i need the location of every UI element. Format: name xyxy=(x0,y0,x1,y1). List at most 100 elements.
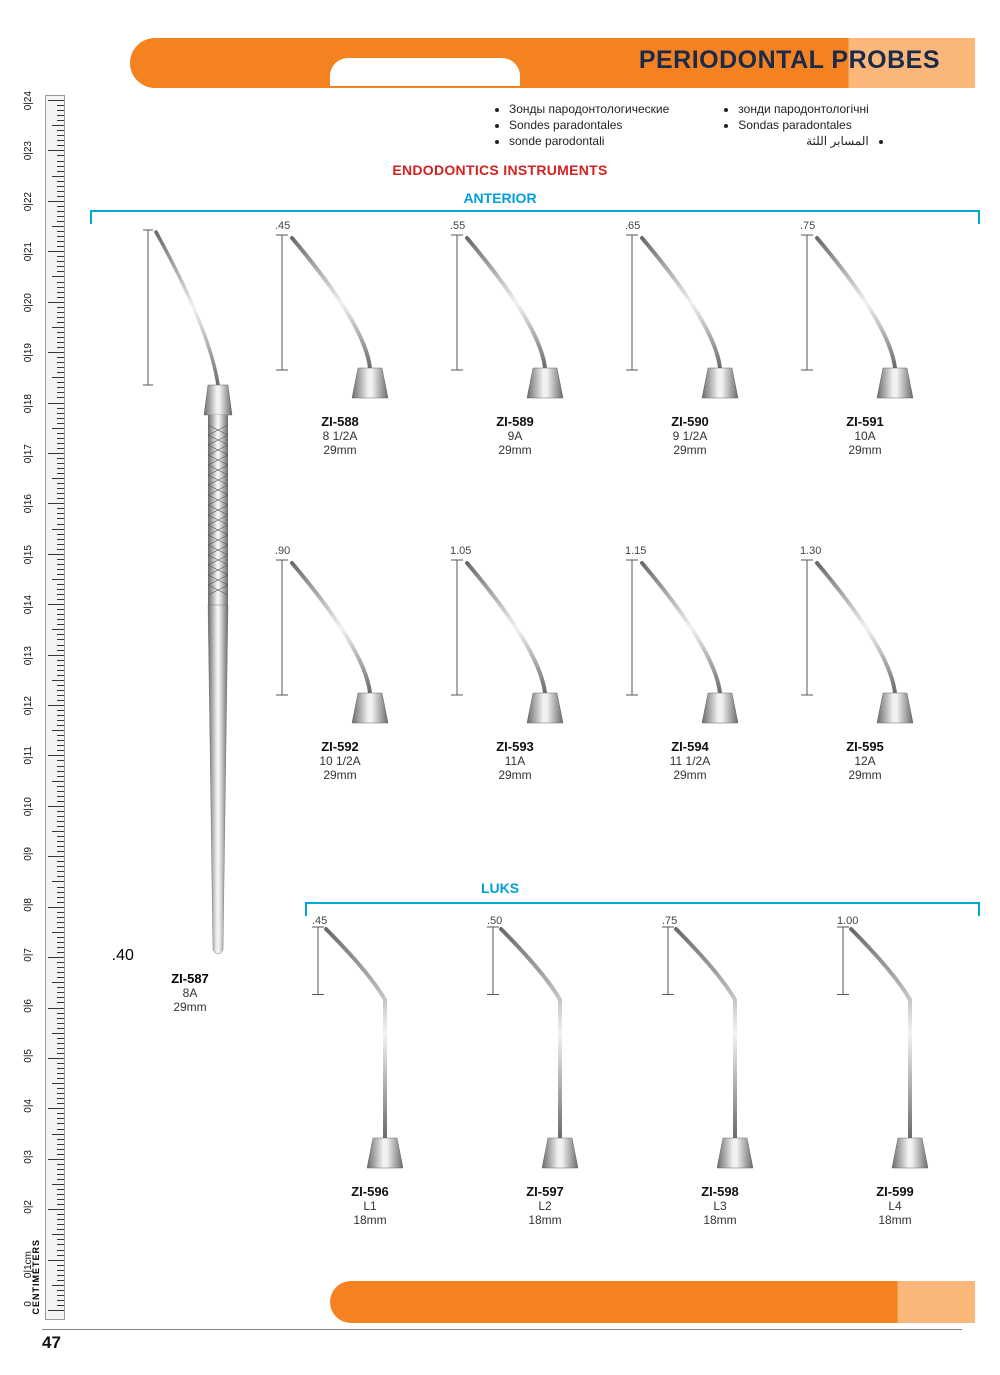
ruler-number: 0|7 xyxy=(23,948,34,962)
ruler-number: 0|16 xyxy=(23,494,34,513)
translation-item: sonde parodontali xyxy=(509,134,669,148)
product-length: 18mm xyxy=(465,1213,625,1227)
ruler-number: 0|20 xyxy=(23,293,34,312)
product-size: 9 1/2A xyxy=(610,429,770,443)
product-code: ZI-596 xyxy=(290,1184,450,1199)
product-size: 8A xyxy=(110,986,270,1000)
ruler-number: 0|8 xyxy=(23,898,34,912)
product-size: 9A xyxy=(435,429,595,443)
ruler-number: 0|4 xyxy=(23,1099,34,1113)
translation-item: المسابر اللثة xyxy=(738,134,868,148)
product-length: 29mm xyxy=(785,768,945,782)
product-length: 29mm xyxy=(435,443,595,457)
product-code: ZI-587 xyxy=(110,971,270,986)
product-code: ZI-595 xyxy=(785,739,945,754)
header-tab-cutout xyxy=(330,58,520,86)
ruler-caption: CENTIMETERS xyxy=(31,1239,41,1315)
tip-size: 1.15 xyxy=(625,545,646,557)
product-item: 1.05 ZI-59311A29mm xyxy=(435,545,595,782)
product-length: 29mm xyxy=(785,443,945,457)
product-code: ZI-592 xyxy=(260,739,420,754)
product-item: .55 ZI-5899A29mm xyxy=(435,220,595,457)
page-number: 47 xyxy=(42,1329,962,1353)
ruler-number: 0|17 xyxy=(23,444,34,463)
product-code: ZI-594 xyxy=(610,739,770,754)
ruler-number: 0|23 xyxy=(23,141,34,160)
translations-col-2: зонди пародонтологічні Sondas paradontal… xyxy=(724,102,868,148)
tip-size: .40 xyxy=(112,947,134,964)
product-size: L2 xyxy=(465,1199,625,1213)
product-length: 29mm xyxy=(610,768,770,782)
product-length: 29mm xyxy=(435,768,595,782)
product-item: .45 ZI-5888 1/2A29mm xyxy=(260,220,420,457)
translation-item: Зонды пародонтологические xyxy=(509,102,669,116)
product-length: 29mm xyxy=(110,1000,270,1014)
product-item: .45 ZI-596L118mm xyxy=(290,915,450,1227)
product-size: L4 xyxy=(815,1199,975,1213)
ruler-number: 0|18 xyxy=(23,394,34,413)
ruler-number: 0|19 xyxy=(23,343,34,362)
tip-size: .90 xyxy=(275,545,290,557)
product-code: ZI-590 xyxy=(610,414,770,429)
ruler-number: 0|22 xyxy=(23,192,34,211)
product-size: 11 1/2A xyxy=(610,754,770,768)
product-size: 11A xyxy=(435,754,595,768)
translation-item: зонди пародонтологічні xyxy=(738,102,868,116)
centimeter-ruler: 00|1cm0|20|30|40|50|60|70|80|90|100|110|… xyxy=(25,95,65,1320)
product-item: .75 ZI-59110A29mm xyxy=(785,220,945,457)
product-length: 29mm xyxy=(260,443,420,457)
section-red: ENDODONTICS INSTRUMENTS xyxy=(0,162,1000,178)
page-title: PERIODONTAL PROBES xyxy=(639,46,940,75)
product-length: 18mm xyxy=(290,1213,450,1227)
product-length: 29mm xyxy=(610,443,770,457)
translations-col-1: Зонды пародонтологические Sondes paradon… xyxy=(495,102,669,148)
product-item: .90 ZI-59210 1/2A29mm xyxy=(260,545,420,782)
ruler-number: 0|13 xyxy=(23,646,34,665)
ruler-number: 0|3 xyxy=(23,1150,34,1164)
product-code: ZI-591 xyxy=(785,414,945,429)
section-anterior: ANTERIOR xyxy=(0,190,1000,206)
product-code: ZI-597 xyxy=(465,1184,625,1199)
tip-size: .75 xyxy=(662,915,677,927)
full-instrument: .40 xyxy=(110,220,270,1014)
product-code: ZI-588 xyxy=(260,414,420,429)
product-size: L1 xyxy=(290,1199,450,1213)
product-size: L3 xyxy=(640,1199,800,1213)
product-item: 1.30 ZI-59512A29mm xyxy=(785,545,945,782)
tip-size: 1.00 xyxy=(837,915,858,927)
translations-block: Зонды пародонтологические Sondes paradon… xyxy=(495,102,960,148)
ruler-number: 0|11 xyxy=(23,746,34,765)
ruler-number: 0|5 xyxy=(23,1049,34,1063)
product-size: 10 1/2A xyxy=(260,754,420,768)
instrument-graphic xyxy=(138,220,268,960)
ruler-number: 0|21 xyxy=(23,242,34,261)
tip-size: .50 xyxy=(487,915,502,927)
product-length: 18mm xyxy=(640,1213,800,1227)
ruler-number: 0|12 xyxy=(23,696,34,715)
tip-size: 1.05 xyxy=(450,545,471,557)
product-item: 1.15 ZI-59411 1/2A29mm xyxy=(610,545,770,782)
tip-size: .45 xyxy=(312,915,327,927)
product-length: 18mm xyxy=(815,1213,975,1227)
footer-bar xyxy=(330,1281,975,1323)
ruler-number: 0|14 xyxy=(23,595,34,614)
tip-size: .75 xyxy=(800,220,815,232)
bracket-luks xyxy=(305,902,980,916)
tip-size: .55 xyxy=(450,220,465,232)
ruler-number: 0|9 xyxy=(23,847,34,861)
product-item: 1.00 ZI-599L418mm xyxy=(815,915,975,1227)
ruler-number: 0|2 xyxy=(23,1200,34,1214)
product-code: ZI-589 xyxy=(435,414,595,429)
product-item: .65 ZI-5909 1/2A29mm xyxy=(610,220,770,457)
product-size: 10A xyxy=(785,429,945,443)
product-size: 8 1/2A xyxy=(260,429,420,443)
product-length: 29mm xyxy=(260,768,420,782)
ruler-number: 0|6 xyxy=(23,999,34,1013)
tip-size: .45 xyxy=(275,220,290,232)
product-item: .50 ZI-597L218mm xyxy=(465,915,625,1227)
product-code: ZI-599 xyxy=(815,1184,975,1199)
product-item: .75 ZI-598L318mm xyxy=(640,915,800,1227)
ruler-number: 0|10 xyxy=(23,797,34,816)
tip-size: 1.30 xyxy=(800,545,821,557)
translation-item: Sondes paradontales xyxy=(509,118,669,132)
